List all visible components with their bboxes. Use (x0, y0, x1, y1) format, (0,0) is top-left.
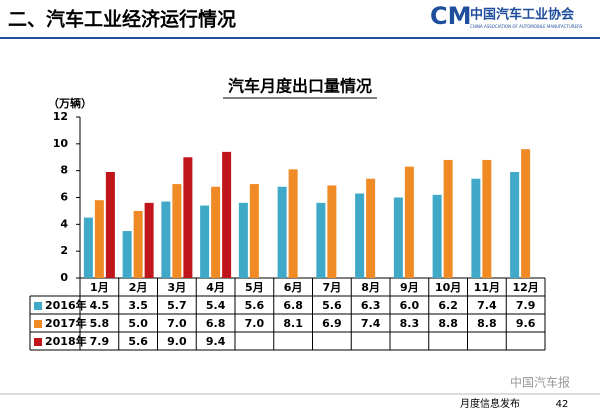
x-tick-label: 10月 (435, 281, 461, 294)
bar (393, 197, 403, 278)
legend-label: 2018年 (45, 334, 87, 348)
bar (327, 185, 337, 278)
y-tick-label: 0 (60, 271, 68, 284)
table-value: 8.8 (438, 317, 458, 330)
bar (222, 151, 232, 278)
legend-label: 2016年 (45, 298, 87, 312)
legend-label: 2017年 (45, 316, 87, 330)
bar (105, 172, 115, 278)
table-value: 3.5 (128, 299, 148, 312)
x-tick-label: 7月 (323, 281, 342, 294)
table-value: 6.2 (438, 299, 458, 312)
bar (144, 202, 154, 278)
table-value: 8.8 (477, 317, 497, 330)
chart-title: 汽车月度出口量情况 (228, 77, 372, 96)
watermark: 中国汽车报 (510, 375, 570, 390)
bar (277, 186, 287, 278)
table-value: 5.7 (167, 299, 187, 312)
table-value: 6.8 (283, 299, 303, 312)
bar (183, 157, 193, 278)
x-tick-label: 4月 (206, 281, 225, 294)
bar (133, 210, 143, 278)
table-value: 9.6 (516, 317, 536, 330)
bar (94, 200, 104, 278)
bar (510, 172, 520, 278)
bar (83, 217, 93, 278)
x-tick-label: 9月 (400, 281, 419, 294)
y-tick-label: 2 (60, 244, 68, 257)
table-value: 5.6 (245, 299, 265, 312)
x-tick-label: 2月 (129, 281, 148, 294)
table-value: 7.9 (90, 335, 110, 348)
table-value: 7.0 (167, 317, 187, 330)
bar (200, 205, 210, 278)
page-number: 42 (556, 399, 569, 410)
bar (238, 202, 248, 278)
y-axis-label: （万辆） (48, 96, 92, 110)
y-tick-label: 12 (53, 110, 68, 123)
table-value: 5.4 (206, 299, 226, 312)
table-value: 5.0 (128, 317, 148, 330)
table-value: 9.4 (206, 335, 226, 348)
table-value: 5.6 (128, 335, 148, 348)
table-value: 5.6 (322, 299, 342, 312)
table-value: 6.0 (400, 299, 420, 312)
table-value: 8.3 (400, 317, 420, 330)
table-value: 7.4 (477, 299, 497, 312)
bar (288, 169, 298, 278)
table-value: 9.0 (167, 335, 187, 348)
logo-text: 中国汽车工业协会 (470, 7, 575, 23)
footer-text: 月度信息发布 (460, 397, 520, 410)
x-tick-label: 6月 (284, 281, 303, 294)
logo-en: CHINA ASSOCIATION OF AUTOMOBILE MANUFACT… (470, 24, 583, 29)
bar (471, 178, 481, 278)
bar (316, 202, 326, 278)
bar (366, 178, 376, 278)
x-tick-label: 1月 (90, 281, 109, 294)
x-tick-label: 11月 (474, 281, 500, 294)
legend-swatch (34, 338, 42, 346)
bar (521, 149, 531, 278)
legend-swatch (34, 302, 42, 310)
y-tick-label: 8 (60, 164, 68, 177)
table-value: 7.0 (245, 317, 265, 330)
x-tick-label: 5月 (245, 281, 264, 294)
bar (432, 194, 442, 278)
bar (172, 184, 182, 278)
x-tick-label: 8月 (361, 281, 380, 294)
table-value: 6.9 (322, 317, 342, 330)
y-tick-label: 6 (60, 191, 68, 204)
table-value: 7.9 (516, 299, 536, 312)
legend-swatch (34, 320, 42, 328)
table-value: 4.5 (90, 299, 110, 312)
bar (249, 184, 259, 278)
table-value: 5.8 (90, 317, 110, 330)
bar (482, 159, 492, 278)
table-value: 6.3 (361, 299, 381, 312)
header-title: 二、汽车工业经济运行情况 (8, 8, 236, 31)
x-tick-label: 3月 (168, 281, 187, 294)
bar (122, 231, 132, 278)
table-value: 6.8 (206, 317, 226, 330)
bar (161, 201, 171, 278)
bar (211, 186, 221, 278)
table-value: 7.4 (361, 317, 381, 330)
table-value: 8.1 (283, 317, 303, 330)
logo-mark: CM (430, 2, 472, 30)
bar (443, 159, 453, 278)
y-tick-label: 4 (60, 217, 68, 230)
bar (355, 193, 365, 278)
bar (404, 166, 414, 278)
x-tick-label: 12月 (512, 281, 538, 294)
y-tick-label: 10 (53, 137, 69, 150)
